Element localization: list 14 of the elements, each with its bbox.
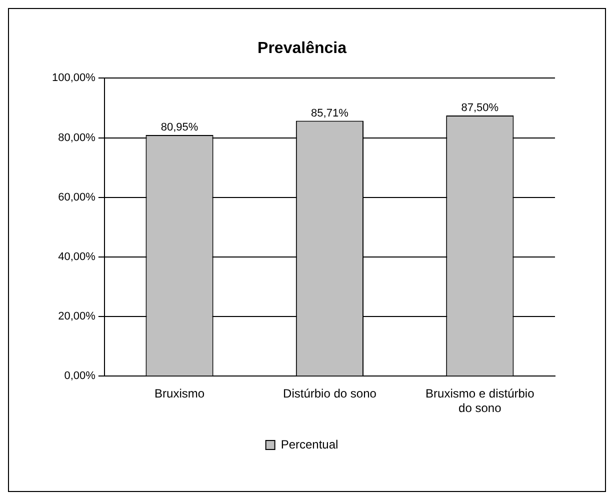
- legend-label: Percentual: [280, 437, 338, 452]
- x-tick-label: Bruxismo: [154, 386, 205, 401]
- y-tick-label: 80,00%: [58, 132, 96, 144]
- chart-title: Prevalência: [258, 40, 347, 58]
- y-tick-label: 40,00%: [58, 251, 96, 264]
- x-tick-label: Distúrbio do sono: [283, 386, 377, 401]
- data-label: 80,95%: [160, 122, 198, 134]
- y-tick-label: 20,00%: [58, 310, 96, 323]
- x-tick-label: Bruxismo e distúrbio do sono: [426, 386, 535, 416]
- y-tick-label: 100,00%: [52, 72, 96, 84]
- y-tick-label: 60,00%: [58, 191, 96, 204]
- data-label: 87,50%: [461, 102, 499, 114]
- data-label: 85,71%: [311, 107, 349, 120]
- y-tick-label: 0,00%: [64, 370, 96, 382]
